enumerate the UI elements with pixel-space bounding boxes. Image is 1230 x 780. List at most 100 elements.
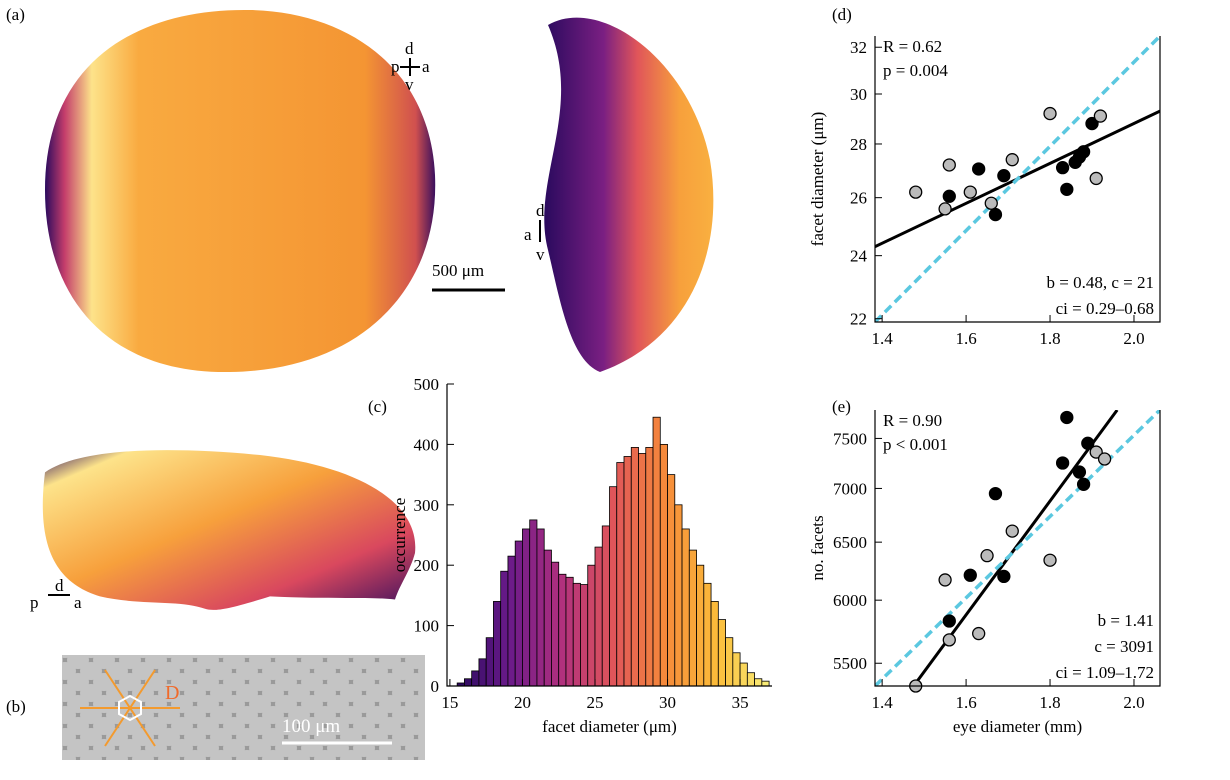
annotation: p < 0.001 [883,435,948,454]
histogram-bar [754,678,763,687]
histogram-bar [623,456,632,687]
x-tick-label: 1.6 [955,693,976,712]
histogram-bar [580,584,589,687]
y-tick-label: 7500 [833,429,867,448]
histogram-bar [638,453,647,687]
scatter-point [938,202,952,216]
x-tick-label: 15 [441,693,458,712]
scatter-point [972,626,986,641]
scatter-point [1089,445,1103,459]
x-tick-label: 2.0 [1123,693,1144,712]
histogram-bar [732,652,741,687]
scatter-point [942,614,956,628]
axis-frame [874,36,1161,323]
histogram-bar [746,672,755,687]
orientation-label: a [524,225,532,244]
x-tick-label: 20 [514,693,531,712]
scatter-point [1076,145,1091,159]
scale-label: 500 μm [432,261,484,280]
histogram-bar [688,549,697,687]
orientation-label: v [405,75,414,94]
histogram-bar [739,662,748,687]
histogram-bar [645,447,654,687]
orientation-label: d [405,39,414,58]
histogram-bar [551,561,560,687]
histogram-bar [696,564,705,687]
x-tick-label: 35 [732,693,749,712]
scatter-point [997,169,1011,183]
scatter-point [963,568,977,582]
scatter-point [972,162,986,176]
panel-label: (c) [368,397,387,416]
histogram-bar [725,637,734,687]
y-tick-label: 100 [414,617,440,636]
panel-label: (b) [6,697,26,716]
facet-hexagon [118,694,142,722]
x-tick-label: 25 [586,693,603,712]
scatter-point [1093,109,1108,123]
histogram-bar [703,582,712,687]
scatter-point [938,573,952,587]
scatter-point [1089,171,1103,186]
histogram-bar [659,443,668,687]
y-tick-label: 300 [414,496,440,515]
histogram-bar [616,462,625,687]
axis-frame [874,410,1161,687]
y-tick-label: 32 [850,38,867,57]
eye-frontal [45,9,436,373]
y-tick-label: 7000 [833,479,867,498]
annotation: c = 3091 [1094,637,1154,656]
histogram-bar [609,486,618,687]
orientation-label: d [55,576,64,595]
scatter-point [1085,116,1099,131]
fit-line [875,410,1160,686]
scatter-point [988,486,1003,501]
orientation-label: v [536,245,545,264]
scatter-point [942,189,956,203]
histogram-bar [485,637,494,687]
orientation-label: p [391,57,400,76]
scatter-point [1072,465,1087,479]
facet-label: D [165,682,179,704]
scatter-point [1055,456,1070,470]
annotation: b = 0.48, c = 21 [1047,273,1154,292]
annotation: R = 0.90 [883,411,942,430]
histogram-bar [761,680,770,687]
scatter-point [963,185,977,199]
scatter-point [1043,106,1057,121]
annotation: b = 1.41 [1098,611,1154,630]
scatter-point [988,207,1003,222]
panel-label: (e) [832,397,851,416]
x-tick-label: 1.8 [1039,329,1060,348]
scatter-point [1097,452,1112,466]
histogram-bar [493,601,502,687]
y-tick-label: 0 [431,677,440,696]
y-tick-label: 200 [414,556,440,575]
y-tick-label: 6000 [833,591,867,610]
y-tick-label: 500 [414,375,440,394]
histogram-bar [674,504,683,687]
scatter-point [1043,553,1057,567]
histogram-bar [710,601,719,687]
y-axis-label: facet diameter (μm) [808,112,827,247]
orientation-label: p [30,593,39,612]
histogram-bar [630,447,639,687]
annotation: ci = 0.29–0.68 [1056,299,1154,318]
histogram-bar [565,576,574,687]
panel-label: (a) [6,5,25,24]
y-tick-label: 28 [850,135,867,154]
scatter-point [997,569,1011,584]
y-tick-label: 26 [850,189,867,208]
histogram-bar [667,474,676,687]
fit-line [875,36,1160,322]
annotation: R = 0.62 [883,37,942,56]
histogram-bar [464,678,473,687]
histogram-bar [572,582,581,687]
scatter-point [942,633,956,647]
panel-label: (d) [832,5,852,24]
histogram-bar [558,573,567,687]
histogram-bar [717,619,726,687]
histogram-bar [500,570,509,687]
y-tick-label: 22 [850,310,867,329]
